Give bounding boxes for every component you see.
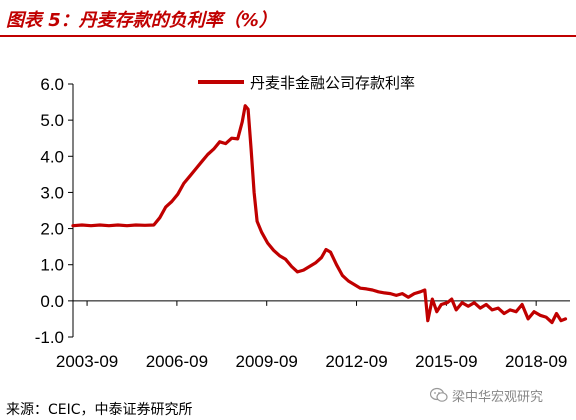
- y-tick-label: 0.0: [40, 292, 64, 311]
- y-tick-label: 3.0: [40, 183, 64, 202]
- y-tick-label: 1.0: [40, 256, 64, 275]
- legend-label: 丹麦非金融公司存款利率: [250, 74, 415, 92]
- x-tick-label: 2009-09: [236, 352, 298, 371]
- watermark: 梁中华宏观研究: [430, 385, 543, 405]
- y-tick-label: 4.0: [40, 147, 64, 166]
- figure-title: 图表 5：丹麦存款的负利率（%）: [6, 10, 277, 31]
- y-tick-label: -1.0: [35, 328, 64, 347]
- y-tick-label: 2.0: [40, 220, 64, 239]
- x-tick-label: 2012-09: [325, 352, 387, 371]
- x-tick-label: 2018-09: [505, 352, 567, 371]
- x-tick-label: 2006-09: [146, 352, 208, 371]
- y-tick-label: 6.0: [40, 75, 64, 94]
- wechat-icon: [430, 387, 448, 402]
- x-tick-label: 2003-09: [56, 352, 118, 371]
- x-tick-label: 2015-09: [415, 352, 477, 371]
- series-line: [71, 104, 568, 325]
- source-note: 来源：CEIC，中泰证券研究所: [6, 402, 193, 418]
- y-tick-label: 5.0: [40, 111, 64, 130]
- title-divider: [0, 35, 576, 37]
- watermark-text: 梁中华宏观研究: [452, 389, 544, 405]
